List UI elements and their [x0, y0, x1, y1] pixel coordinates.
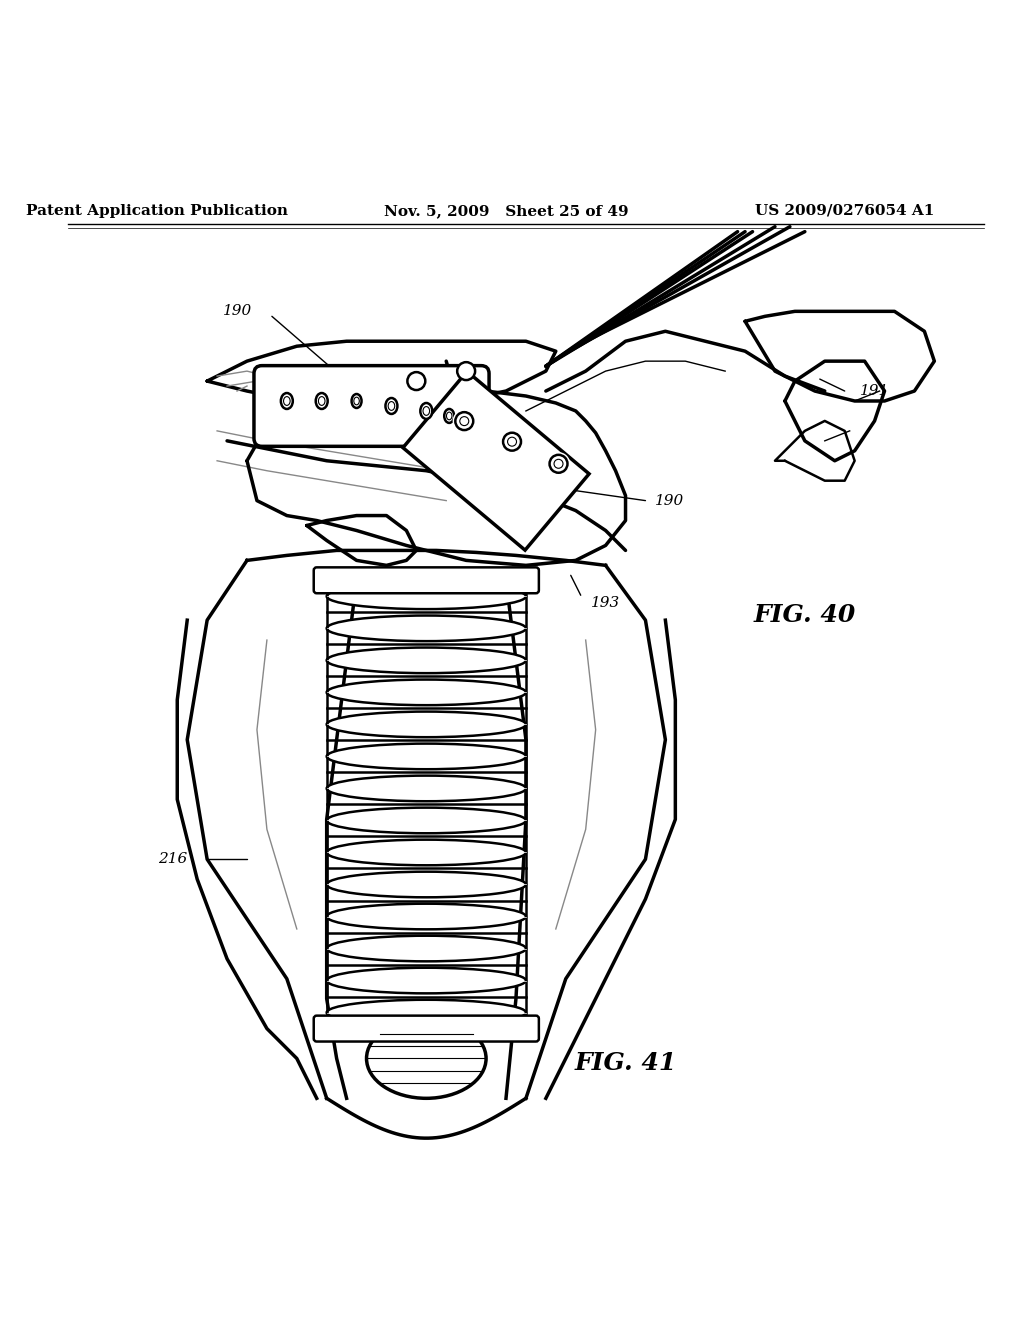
Ellipse shape	[315, 393, 328, 409]
Ellipse shape	[318, 396, 325, 405]
Ellipse shape	[442, 407, 456, 426]
Ellipse shape	[418, 400, 434, 422]
Polygon shape	[307, 516, 417, 565]
Text: FIG. 40: FIG. 40	[754, 603, 856, 627]
Ellipse shape	[385, 399, 397, 414]
Ellipse shape	[408, 372, 425, 389]
Ellipse shape	[460, 417, 469, 425]
Ellipse shape	[503, 433, 521, 450]
Ellipse shape	[383, 395, 399, 417]
Ellipse shape	[388, 401, 394, 411]
Ellipse shape	[446, 412, 452, 420]
Ellipse shape	[550, 455, 567, 473]
Ellipse shape	[354, 397, 359, 405]
Ellipse shape	[327, 840, 526, 866]
Ellipse shape	[367, 1019, 486, 1098]
Ellipse shape	[327, 615, 526, 642]
Ellipse shape	[327, 808, 526, 833]
Text: US 2009/0276054 A1: US 2009/0276054 A1	[755, 203, 934, 218]
Polygon shape	[403, 371, 589, 550]
Ellipse shape	[454, 411, 475, 432]
Text: 191: 191	[859, 384, 889, 399]
Ellipse shape	[349, 391, 364, 411]
Ellipse shape	[456, 412, 473, 430]
Ellipse shape	[281, 393, 293, 409]
Ellipse shape	[313, 389, 330, 412]
Ellipse shape	[501, 430, 523, 453]
Ellipse shape	[327, 743, 526, 770]
Ellipse shape	[327, 936, 526, 961]
Ellipse shape	[548, 453, 569, 475]
Ellipse shape	[327, 904, 526, 929]
Ellipse shape	[351, 395, 361, 408]
Ellipse shape	[508, 437, 516, 446]
Ellipse shape	[327, 999, 526, 1026]
Text: 190: 190	[655, 494, 685, 508]
FancyBboxPatch shape	[313, 1015, 539, 1041]
Text: 193: 193	[591, 597, 620, 610]
Ellipse shape	[327, 648, 526, 673]
Text: 216: 216	[158, 853, 187, 866]
Ellipse shape	[279, 389, 295, 412]
Ellipse shape	[457, 362, 475, 380]
Ellipse shape	[327, 776, 526, 801]
Ellipse shape	[327, 871, 526, 898]
Ellipse shape	[327, 583, 526, 609]
Ellipse shape	[327, 711, 526, 737]
Ellipse shape	[284, 396, 290, 405]
Text: 190: 190	[222, 305, 252, 318]
Ellipse shape	[423, 407, 430, 416]
Text: FIG. 41: FIG. 41	[574, 1052, 677, 1076]
Ellipse shape	[554, 459, 563, 469]
Text: Patent Application Publication: Patent Application Publication	[27, 203, 289, 218]
FancyBboxPatch shape	[254, 366, 489, 446]
Ellipse shape	[420, 403, 432, 418]
Ellipse shape	[327, 680, 526, 705]
FancyBboxPatch shape	[313, 568, 539, 593]
Text: Nov. 5, 2009   Sheet 25 of 49: Nov. 5, 2009 Sheet 25 of 49	[384, 203, 629, 218]
Ellipse shape	[327, 968, 526, 994]
Ellipse shape	[444, 409, 455, 422]
